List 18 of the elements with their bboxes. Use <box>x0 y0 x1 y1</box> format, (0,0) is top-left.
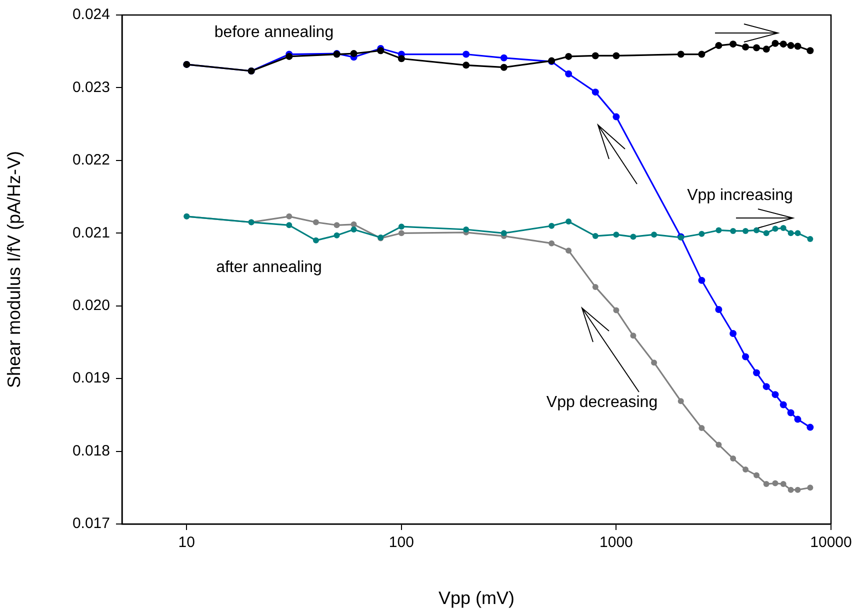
y-tick-label: 0.024 <box>72 6 110 24</box>
x-tick-label: 10 <box>178 534 195 552</box>
annotation: after annealing <box>216 259 322 276</box>
y-tick-label: 0.021 <box>72 224 110 242</box>
annotation: Vpp increasing <box>687 187 793 204</box>
x-tick-label: 100 <box>388 534 414 552</box>
x-tick-label: 1000 <box>600 534 633 552</box>
y-tick-label: 0.019 <box>72 370 110 387</box>
y-tick-label: 0.017 <box>72 515 110 532</box>
y-tick-label: 0.023 <box>72 78 110 96</box>
y-tick-label: 0.020 <box>72 297 110 314</box>
x-tick-label: 10000 <box>810 534 852 552</box>
x-axis-title: Vpp (mV) <box>438 588 515 608</box>
y-tick-label: 0.022 <box>72 152 110 169</box>
y-axis-title: Shear modulus I/fV (pA/Hz-V) <box>4 150 24 388</box>
annotation: Vpp decreasing <box>546 394 658 411</box>
y-tick-label: 0.018 <box>72 442 110 460</box>
annotation: before annealing <box>214 24 334 41</box>
